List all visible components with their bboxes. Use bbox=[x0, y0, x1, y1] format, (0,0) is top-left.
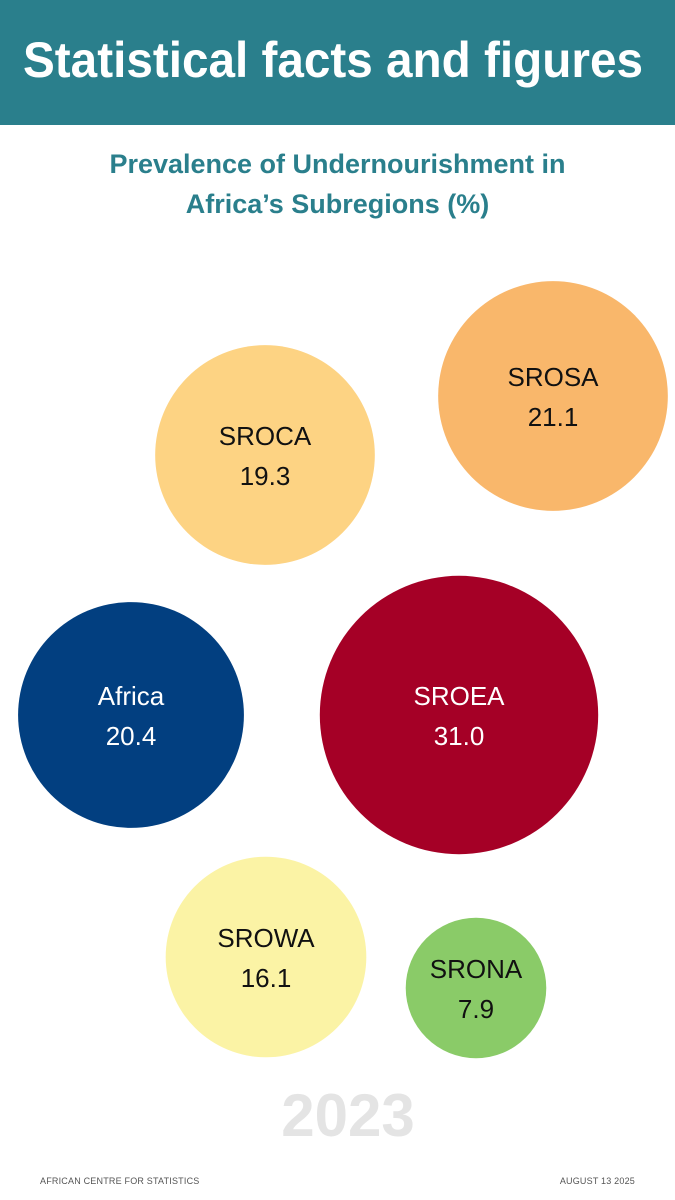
bubble-value: 19.3 bbox=[240, 461, 291, 491]
bubble-label: SROSA bbox=[507, 362, 599, 392]
bubble-label: SRONA bbox=[430, 954, 523, 984]
bubble-label: Africa bbox=[98, 681, 165, 711]
bubble-value: 21.1 bbox=[528, 402, 579, 432]
footer-right: AUGUST 13 2025 bbox=[559, 1176, 635, 1186]
bubble-value: 20.4 bbox=[106, 721, 157, 751]
header-title: Statistical facts and figures bbox=[23, 32, 643, 88]
bubble-label: SROCA bbox=[219, 421, 312, 451]
bubble-value: 7.9 bbox=[458, 994, 494, 1024]
header-bar: Statistical facts and figures bbox=[0, 0, 675, 125]
bubble-value: 31.0 bbox=[434, 721, 485, 751]
bubble bbox=[319, 575, 599, 855]
bubble bbox=[18, 602, 244, 828]
bubble-label: SROWA bbox=[217, 923, 315, 953]
bubble-value: 16.1 bbox=[241, 963, 292, 993]
subtitle-block: Prevalence of Undernourishment in Africa… bbox=[0, 144, 675, 224]
bubble bbox=[438, 281, 668, 511]
bubble bbox=[405, 917, 547, 1059]
bubble bbox=[155, 345, 375, 565]
bubble bbox=[165, 856, 367, 1058]
header-svg: Statistical facts and figures bbox=[23, 32, 643, 88]
chart-title: Prevalence of Undernourishment in Africa… bbox=[109, 149, 566, 219]
year-annotation: 2023 bbox=[281, 1082, 414, 1149]
chart: 2023 SROCA 19.3 SROSA 21.1 Africa 20.4 SROEA 31… bbox=[18, 281, 668, 1149]
bubble-label: SROEA bbox=[413, 681, 505, 711]
footer-left: AFRICAN CENTRE FOR STATISTICS bbox=[40, 1176, 200, 1186]
